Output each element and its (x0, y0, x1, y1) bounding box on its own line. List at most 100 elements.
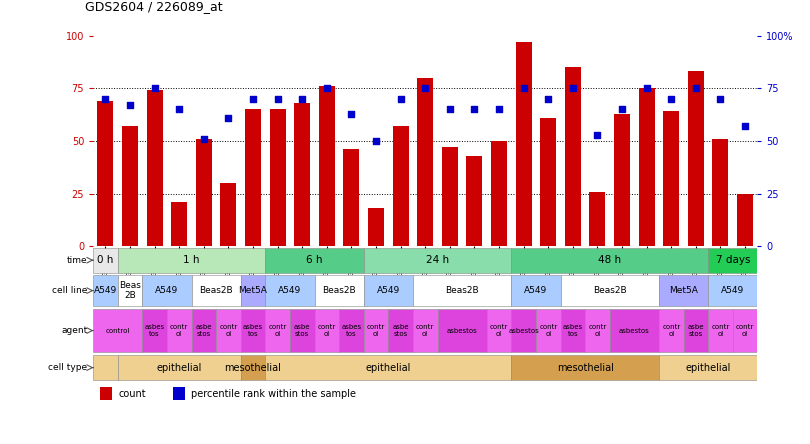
Text: 48 h: 48 h (599, 255, 621, 265)
Bar (266, 247, 364, 273)
Bar (733, 309, 757, 352)
Bar (216, 309, 241, 352)
Text: Beas
2B: Beas 2B (119, 281, 141, 300)
Text: Beas2B: Beas2B (446, 286, 479, 295)
Text: Met5A: Met5A (239, 286, 267, 295)
Text: asbes
tos: asbes tos (145, 324, 164, 337)
Text: asbe
stos: asbe stos (392, 324, 409, 337)
Bar (117, 355, 241, 381)
Text: contr
ol: contr ol (711, 324, 730, 337)
Text: epithelial: epithelial (156, 363, 202, 373)
Text: 0 h: 0 h (97, 255, 113, 265)
Bar (659, 355, 757, 381)
Bar (245, 109, 261, 246)
Text: mesothelial: mesothelial (556, 363, 614, 373)
Bar (467, 156, 483, 246)
Bar (708, 247, 757, 273)
Bar (93, 309, 143, 352)
Bar (511, 275, 561, 306)
Text: epithelial: epithelial (685, 363, 731, 373)
Point (591, 131, 604, 138)
Bar (93, 247, 117, 273)
Point (714, 95, 727, 103)
Bar (511, 309, 536, 352)
Text: contr
ol: contr ol (318, 324, 336, 337)
Bar (638, 88, 654, 246)
Text: contr
ol: contr ol (220, 324, 237, 337)
Bar (294, 103, 310, 246)
Text: percentile rank within the sample: percentile rank within the sample (191, 388, 356, 399)
Bar (688, 71, 704, 246)
Text: asbe
stos: asbe stos (294, 324, 310, 337)
Text: contr
ol: contr ol (490, 324, 508, 337)
Text: 6 h: 6 h (306, 255, 323, 265)
Bar (487, 309, 511, 352)
Text: asbes
tos: asbes tos (563, 324, 583, 337)
Text: asbestos: asbestos (619, 328, 650, 333)
Point (394, 95, 407, 103)
Bar (117, 247, 266, 273)
Bar (143, 275, 191, 306)
Text: Beas2B: Beas2B (199, 286, 233, 295)
Point (640, 85, 653, 92)
Text: asbe
stos: asbe stos (195, 324, 212, 337)
Point (99, 95, 112, 103)
Point (468, 106, 481, 113)
Bar (659, 309, 684, 352)
Bar (173, 387, 185, 400)
Text: asbe
stos: asbe stos (688, 324, 704, 337)
Point (689, 85, 702, 92)
Bar (143, 309, 167, 352)
Bar (147, 91, 163, 246)
Text: asbes
tos: asbes tos (243, 324, 263, 337)
Text: contr
ol: contr ol (539, 324, 557, 337)
Text: contr
ol: contr ol (416, 324, 434, 337)
Bar (117, 275, 143, 306)
Point (124, 102, 137, 109)
Bar (364, 275, 413, 306)
Bar (241, 309, 266, 352)
Bar (708, 309, 733, 352)
Text: Beas2B: Beas2B (322, 286, 356, 295)
Bar (266, 355, 511, 381)
Bar (167, 309, 191, 352)
Bar (339, 309, 364, 352)
Text: agent: agent (62, 326, 87, 335)
Bar (241, 275, 266, 306)
Bar (343, 149, 360, 246)
Text: cell type: cell type (49, 363, 87, 372)
Bar (413, 275, 511, 306)
Point (173, 106, 185, 113)
Text: time: time (67, 256, 87, 265)
Bar (93, 275, 117, 306)
Bar (437, 309, 487, 352)
Bar (737, 194, 753, 246)
Text: contr
ol: contr ol (170, 324, 189, 337)
Bar (393, 126, 409, 246)
Text: contr
ol: contr ol (736, 324, 754, 337)
Text: asbes
tos: asbes tos (341, 324, 361, 337)
Point (492, 106, 505, 113)
Bar (610, 309, 659, 352)
Bar (290, 309, 314, 352)
Bar (241, 355, 266, 381)
Bar (536, 309, 561, 352)
Point (222, 114, 235, 121)
Bar (364, 247, 511, 273)
Bar (565, 67, 581, 246)
Text: asbestos: asbestos (447, 328, 478, 333)
Bar (93, 355, 117, 381)
Bar (442, 147, 458, 246)
Bar (364, 309, 388, 352)
Bar (266, 275, 314, 306)
Text: A549: A549 (279, 286, 301, 295)
Text: cell line: cell line (52, 286, 87, 295)
Bar (663, 111, 680, 246)
Bar (319, 86, 335, 246)
Point (566, 85, 579, 92)
Point (198, 135, 211, 143)
Bar (314, 275, 364, 306)
Bar (585, 309, 610, 352)
Text: Met5A: Met5A (669, 286, 698, 295)
Bar (368, 209, 384, 246)
